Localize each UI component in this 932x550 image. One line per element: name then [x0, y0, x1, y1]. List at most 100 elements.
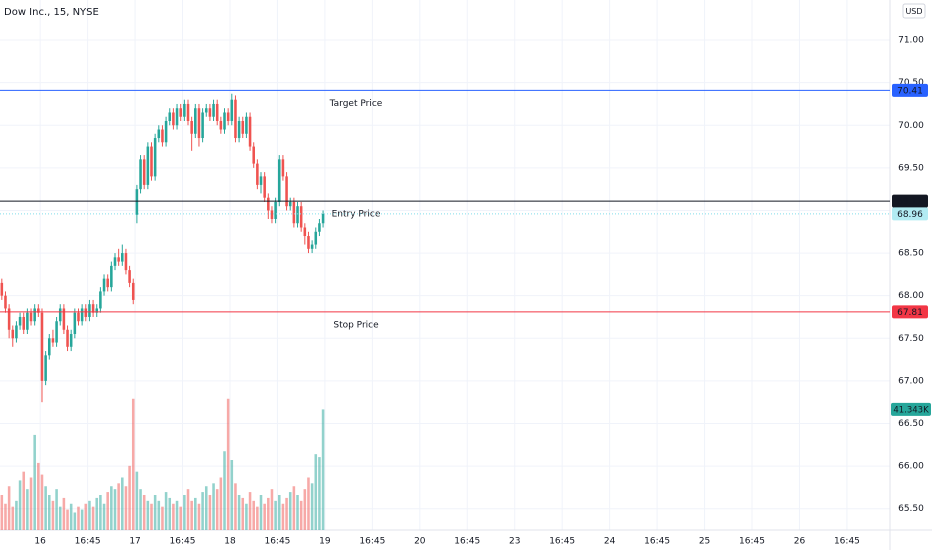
- volume-bar: [77, 506, 80, 530]
- candle-body: [26, 312, 29, 330]
- candle-body: [84, 308, 88, 317]
- volume-bar: [33, 434, 36, 530]
- volume-bar: [73, 512, 77, 530]
- candle-body: [88, 304, 91, 317]
- volume-bar: [252, 500, 255, 530]
- candle-body: [267, 197, 270, 211]
- candle-body: [212, 103, 215, 117]
- x-tick-label: 19: [319, 537, 331, 547]
- candle-body: [44, 355, 47, 381]
- volume-bar: [208, 495, 212, 530]
- candle-body: [285, 176, 288, 207]
- y-tick-label: 68.00: [898, 291, 924, 301]
- volume-bar: [292, 486, 296, 530]
- candle-body: [33, 308, 36, 322]
- candle-body: [186, 103, 190, 121]
- candle-body: [142, 159, 146, 185]
- candle-body: [223, 112, 226, 130]
- candle-body: [208, 108, 212, 117]
- candle-body: [66, 329, 69, 347]
- candle-body: [321, 213, 325, 224]
- volume-bar: [7, 486, 11, 530]
- volume-bar: [245, 503, 248, 530]
- volume-bar: [55, 489, 58, 530]
- volume-bar: [66, 509, 69, 530]
- candle-body: [183, 103, 186, 117]
- volume-bar: [142, 495, 146, 530]
- x-tick-label: 16:45: [264, 537, 290, 547]
- candle-body: [22, 316, 26, 330]
- candle-body: [51, 338, 55, 343]
- candle-body: [69, 334, 73, 347]
- volume-bar: [153, 495, 157, 530]
- candle-body: [226, 112, 230, 121]
- volume-bar: [62, 497, 66, 530]
- candle-body: [241, 120, 245, 134]
- volume-bar: [318, 457, 321, 530]
- x-tick-label: 26: [794, 537, 806, 547]
- candle-body: [277, 159, 281, 202]
- volume-bar: [124, 486, 128, 530]
- volume-bar: [0, 495, 4, 530]
- candle-body: [128, 270, 131, 283]
- level-label: Stop Price: [333, 320, 379, 330]
- volume-bar: [310, 483, 314, 530]
- volume-bar: [88, 500, 91, 530]
- volume-bar: [314, 454, 318, 530]
- candle-body: [197, 108, 201, 139]
- level-tag-text: 70.41: [897, 86, 923, 96]
- volume-bar: [102, 503, 106, 530]
- level-tag: [892, 83, 928, 97]
- candle-body: [124, 253, 128, 271]
- x-tick-label: 16:45: [359, 537, 385, 547]
- x-tick-label: 16:45: [644, 537, 670, 547]
- candle-body: [102, 278, 106, 292]
- candle-body: [161, 129, 164, 143]
- volume-bar: [183, 495, 186, 530]
- volume-bar: [248, 492, 252, 530]
- volume-bar: [223, 451, 226, 530]
- volume-bar: [80, 509, 84, 530]
- volume-bar: [197, 503, 201, 530]
- x-tick-label: 20: [414, 537, 426, 547]
- volume-bar: [121, 477, 124, 530]
- volume-bar: [161, 506, 164, 530]
- candle-body: [172, 112, 175, 126]
- level-tag: [892, 305, 928, 319]
- candle-body: [314, 231, 318, 245]
- volume-bar: [307, 477, 310, 530]
- volume-bar: [204, 486, 208, 530]
- x-tick-label: 17: [129, 537, 140, 547]
- y-tick-label: 68.50: [898, 249, 924, 259]
- x-tick-label: 24: [604, 537, 616, 547]
- candle-body: [274, 201, 277, 219]
- x-tick-label: 25: [699, 537, 710, 547]
- level-label: Target Price: [329, 99, 383, 109]
- volume-bar: [288, 492, 292, 530]
- volume-bar: [267, 497, 270, 530]
- volume-bar: [157, 500, 161, 530]
- x-tick-label: 16: [34, 537, 46, 547]
- y-tick-label: 66.00: [898, 462, 924, 472]
- y-tick-label: 65.50: [898, 504, 924, 514]
- volume-bar: [29, 477, 33, 530]
- candle-body: [4, 295, 7, 309]
- volume-bar: [263, 503, 266, 530]
- last-price-tag: [892, 207, 928, 221]
- candle-body: [248, 116, 252, 147]
- candle-body: [62, 308, 66, 330]
- candle-body: [117, 257, 120, 262]
- volume-bar: [48, 495, 51, 530]
- last-price-text: 68.96: [897, 210, 923, 220]
- x-tick-label: 16:45: [549, 537, 575, 547]
- volume-bar: [226, 398, 230, 530]
- currency[interactable]: USD: [905, 7, 922, 16]
- candle-body: [307, 236, 310, 249]
- candle-body: [91, 304, 95, 313]
- volume-bar: [95, 497, 99, 530]
- candle-body: [37, 308, 40, 313]
- x-tick-label: 16:45: [834, 537, 860, 547]
- currency-box[interactable]: [902, 3, 926, 19]
- candle-body: [168, 112, 172, 121]
